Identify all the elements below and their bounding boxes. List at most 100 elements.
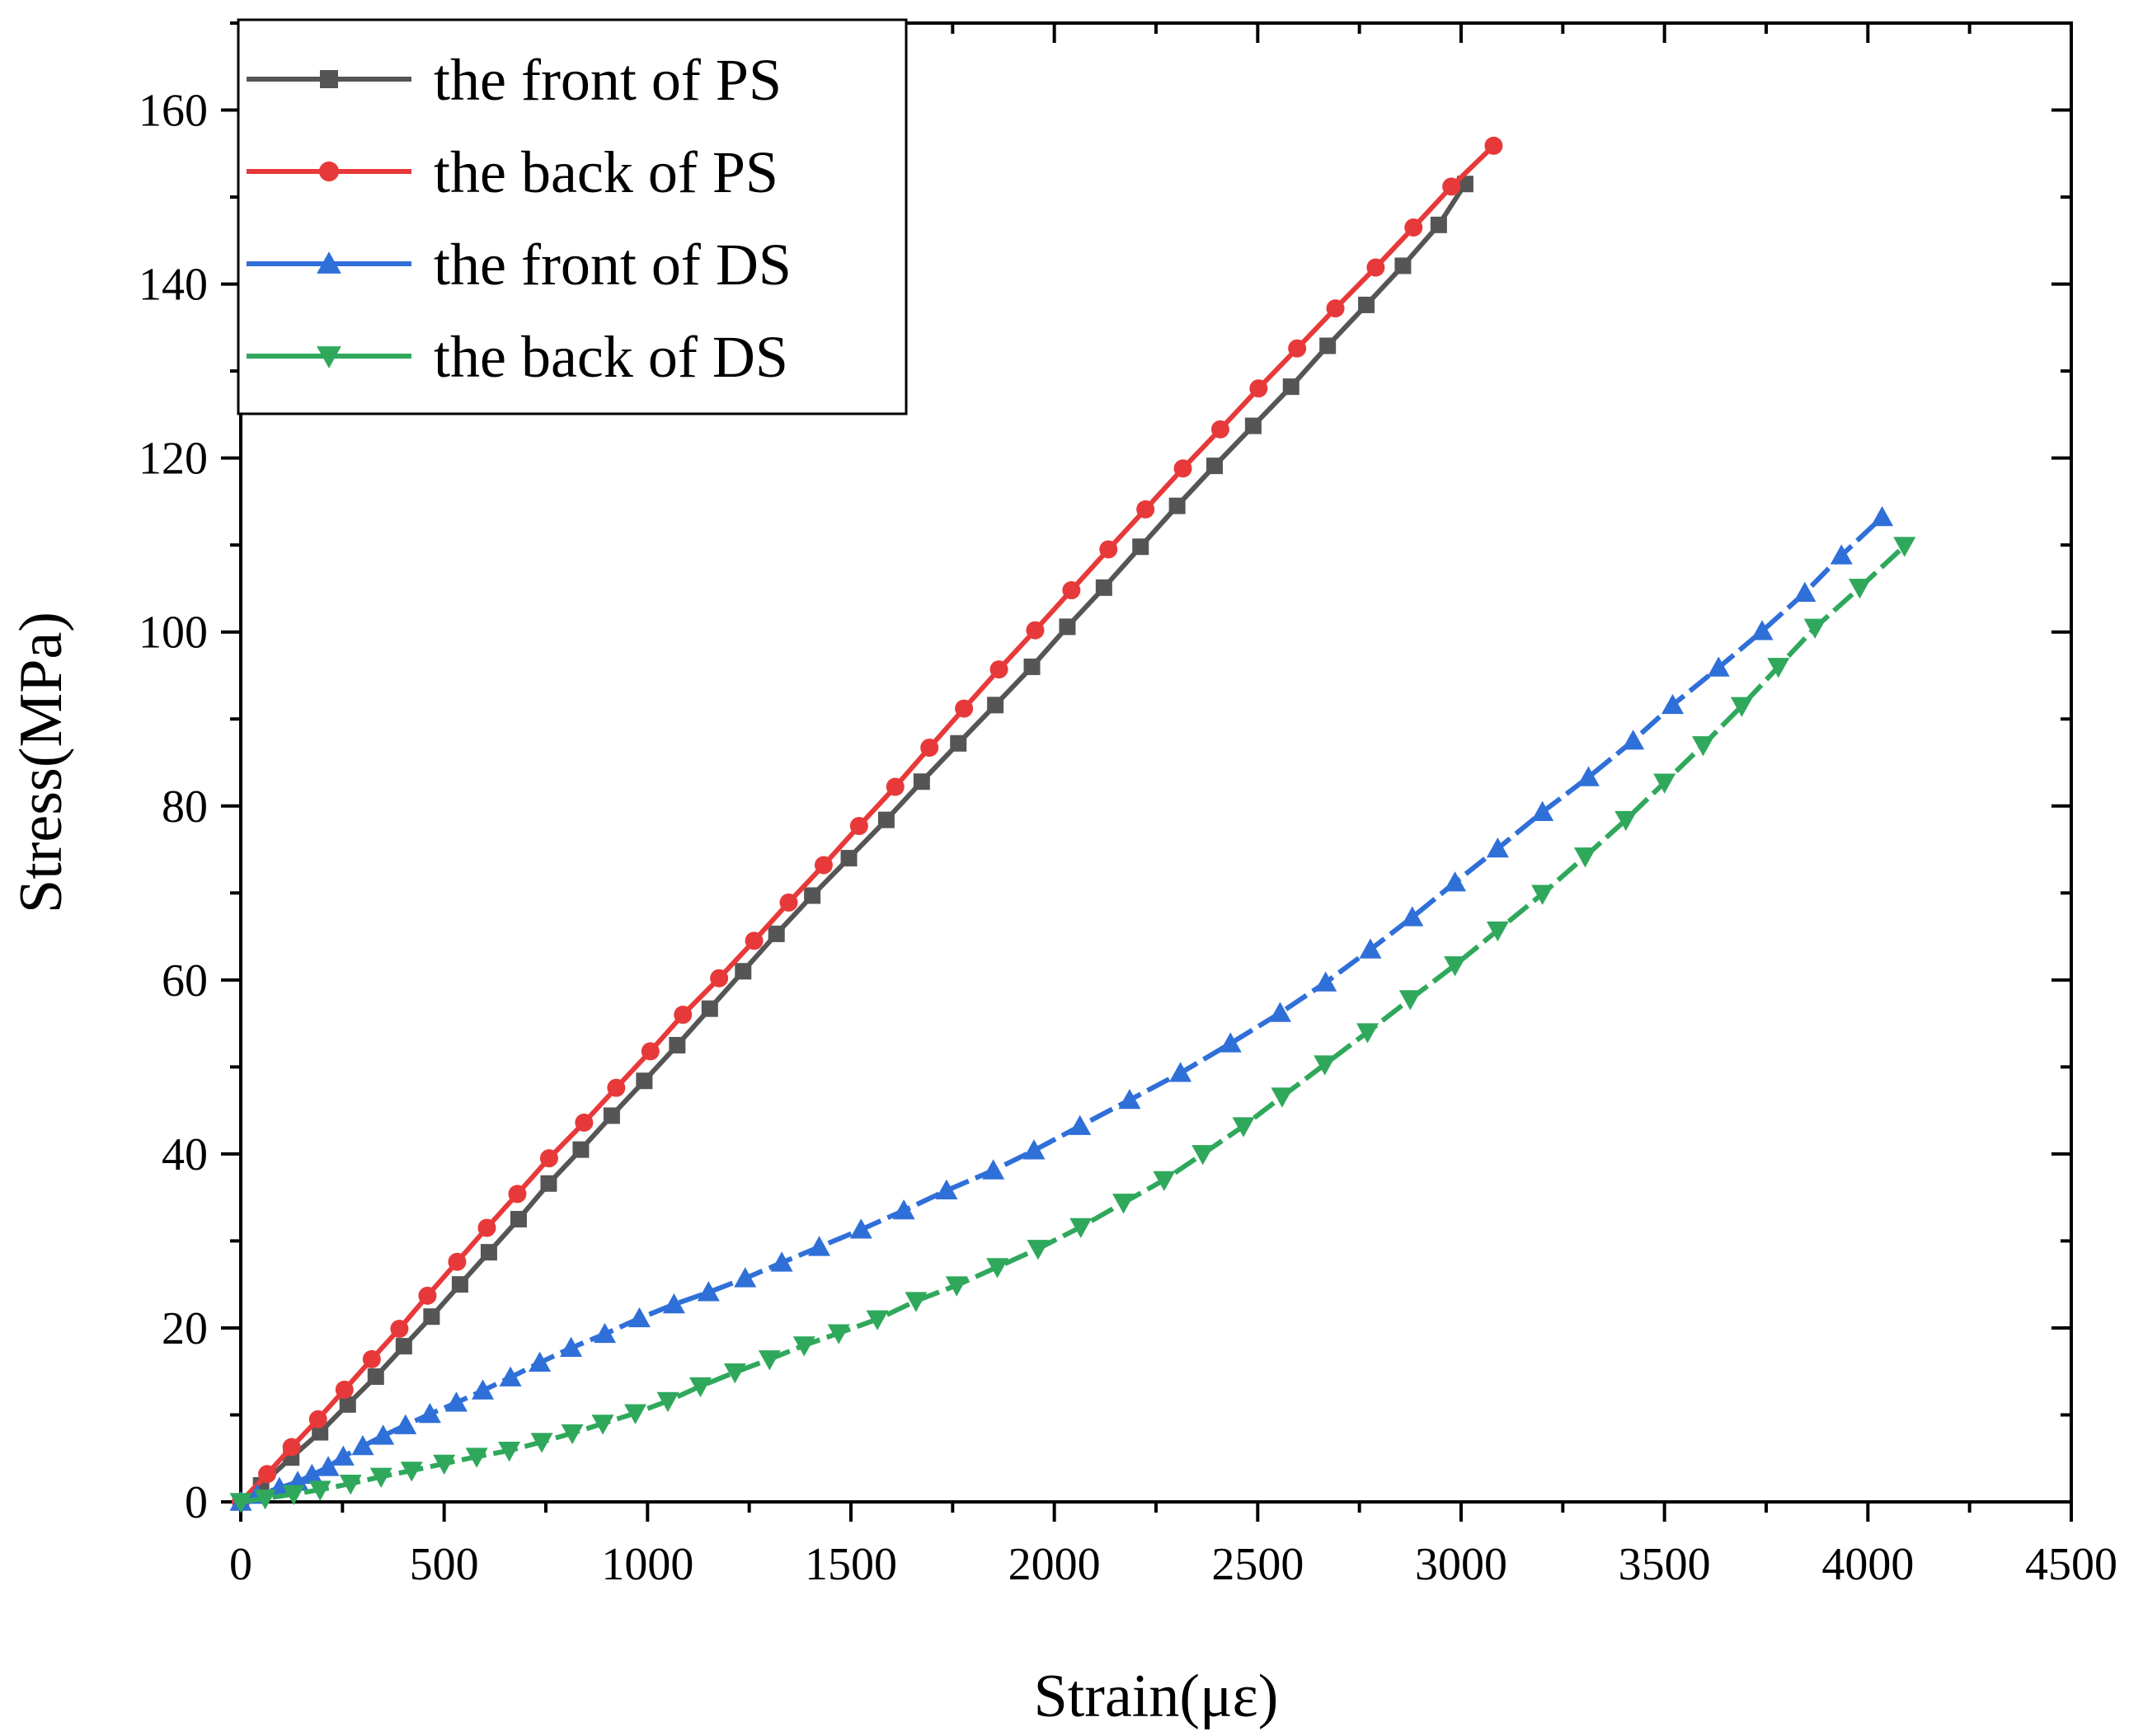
y-tick-label: 60	[162, 955, 208, 1006]
data-point	[572, 1141, 590, 1158]
data-point	[1249, 379, 1268, 398]
data-point	[335, 1380, 354, 1399]
data-point	[710, 969, 729, 988]
data-point	[339, 1396, 356, 1413]
data-point	[735, 963, 752, 980]
data-point	[1210, 420, 1229, 439]
data-point	[367, 1368, 384, 1386]
data-point	[418, 1286, 437, 1305]
data-point	[423, 1308, 440, 1325]
data-point	[1430, 216, 1447, 233]
data-point	[1871, 505, 1894, 527]
data-point	[529, 1351, 552, 1372]
series-layer	[229, 136, 1916, 1513]
data-point	[886, 777, 905, 796]
data-point	[656, 1391, 679, 1413]
data-point	[1062, 581, 1081, 600]
data-point	[1206, 457, 1224, 475]
data-point	[575, 1113, 594, 1132]
data-point	[624, 1404, 647, 1424]
x-tick-label: 4000	[1821, 1539, 1914, 1590]
data-point	[603, 1107, 620, 1124]
data-point	[982, 1159, 1005, 1180]
data-point	[1767, 658, 1790, 678]
data-point	[1622, 730, 1645, 750]
data-point	[1069, 1114, 1092, 1135]
data-point	[1314, 1055, 1337, 1076]
data-point	[1153, 1171, 1176, 1192]
data-point	[308, 1410, 327, 1429]
data-point	[339, 1475, 362, 1495]
data-point	[282, 1438, 301, 1457]
data-point	[539, 1149, 558, 1168]
data-point	[1099, 540, 1118, 559]
y-tick-label: 40	[162, 1129, 208, 1180]
y-tick-label: 160	[139, 86, 208, 137]
data-point	[1244, 417, 1262, 434]
data-point	[1282, 378, 1299, 396]
data-point	[723, 1363, 746, 1384]
legend-swatch-marker	[317, 346, 341, 368]
data-point	[362, 1349, 381, 1368]
y-axis-title: Stress(MPa)	[7, 612, 75, 913]
data-point	[945, 1276, 968, 1297]
data-point	[372, 1424, 395, 1445]
data-point	[1531, 800, 1554, 821]
data-point	[1692, 736, 1715, 757]
data-point	[987, 697, 1004, 714]
data-point	[607, 1078, 626, 1097]
data-point	[814, 856, 833, 875]
data-point	[433, 1454, 456, 1476]
data-point	[1848, 579, 1871, 599]
data-point	[1486, 837, 1509, 858]
data-point	[950, 734, 967, 752]
data-point	[1169, 1062, 1192, 1082]
data-point	[849, 1218, 872, 1239]
x-tick-label: 4500	[2025, 1539, 2117, 1590]
data-point	[530, 1433, 553, 1453]
data-point	[1730, 697, 1753, 717]
data-point	[808, 1236, 831, 1256]
data-point	[1444, 956, 1467, 977]
data-point	[627, 1307, 651, 1328]
data-point	[1132, 538, 1149, 556]
data-point	[1023, 658, 1041, 675]
data-point	[1027, 1240, 1050, 1260]
data-point	[1191, 1145, 1215, 1166]
x-tick-label: 1000	[601, 1539, 693, 1590]
data-point	[935, 1179, 958, 1200]
data-point	[1653, 773, 1676, 794]
data-point	[877, 811, 895, 828]
data-point	[827, 1324, 850, 1344]
data-point	[1319, 337, 1337, 354]
data-point	[1751, 620, 1774, 640]
series-the-back-of-ds	[229, 537, 1916, 1513]
data-point	[1531, 884, 1554, 905]
series-the-front-of-ds	[229, 505, 1894, 1511]
data-point	[866, 1310, 889, 1330]
data-point	[1118, 1088, 1141, 1110]
data-point	[510, 1211, 527, 1228]
data-point	[282, 1485, 305, 1506]
data-point	[745, 931, 764, 950]
data-point	[779, 893, 798, 912]
legend-label: the back of PS	[434, 139, 778, 205]
data-point	[508, 1185, 527, 1203]
legend-item: the front of DS	[247, 232, 792, 298]
data-point	[804, 887, 821, 904]
series-the-front-of-ps	[233, 176, 1473, 1510]
x-tick-label: 1500	[805, 1539, 897, 1590]
data-point	[770, 1251, 793, 1272]
data-point	[499, 1366, 522, 1386]
y-tick-label: 120	[139, 434, 208, 485]
data-point	[674, 1006, 693, 1025]
data-point	[1366, 258, 1385, 277]
data-point	[394, 1414, 417, 1434]
data-point	[1112, 1194, 1135, 1214]
data-point	[768, 925, 785, 942]
data-point	[498, 1441, 521, 1462]
data-point	[1398, 990, 1422, 1011]
legend-item: the back of PS	[247, 139, 778, 205]
data-point	[1401, 906, 1424, 927]
